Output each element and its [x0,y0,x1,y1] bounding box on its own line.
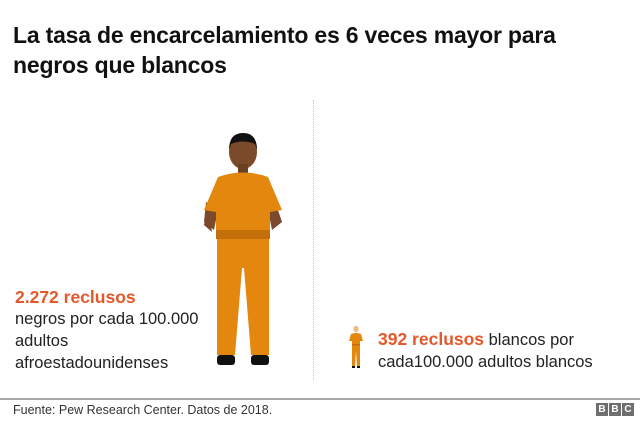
divider [313,100,314,380]
footer-divider [0,398,640,400]
white-stat-value: 392 reclusos [378,329,485,349]
bbc-logo-letter: B [596,403,608,416]
bbc-logo-letter: C [622,403,634,416]
white-prisoner-figure-icon [349,325,363,368]
source-note: Fuente: Pew Research Center. Datos de 20… [13,403,273,417]
black-stat-value: 2.272 reclusos [15,287,136,307]
black-stat-block: 2.272 reclusos negros por cada 100.000 a… [15,286,215,374]
white-stat-block: 392 reclusos blancos por cada100.000 adu… [378,328,638,373]
white-stat-text: blancos por cada100.000 adultos blancos [378,331,593,371]
black-stat-text: negros por cada 100.000 adultos afroesta… [15,310,199,372]
chart-title: La tasa de encarcelamiento es 6 veces ma… [13,22,556,78]
bbc-logo-letter: B [609,403,621,416]
bbc-logo: B B C [596,403,634,416]
black-prisoner-figure-icon [204,133,282,365]
